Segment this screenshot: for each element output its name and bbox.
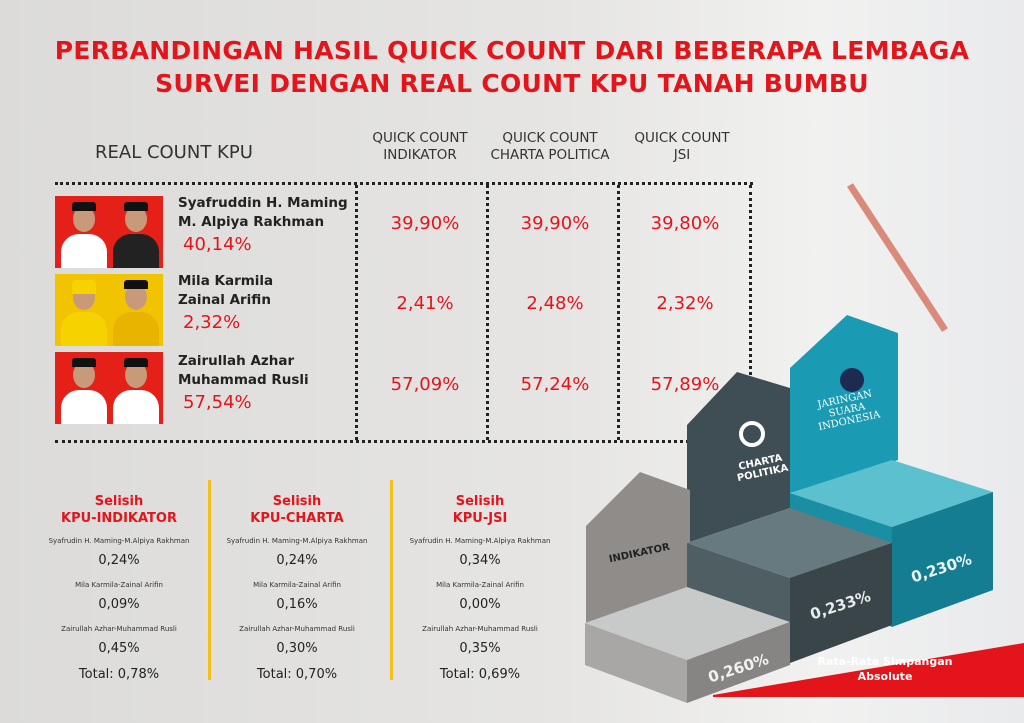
qc-value: 57,09%	[390, 374, 460, 395]
page-title: PERBANDINGAN HASIL QUICK COUNT DARI BEBE…	[54, 36, 970, 98]
header-jsi: QUICK COUNT JSI	[634, 130, 730, 163]
candidate-1: Syafruddin H. Maming M. Alpiya Rakhman 40,…	[178, 195, 348, 255]
ribbon-label: Rata-Rata Simpangan Absolute	[818, 655, 953, 683]
divider	[390, 480, 393, 680]
qc-value: 39,90%	[390, 213, 460, 234]
indikator-backplate	[586, 472, 690, 623]
candidate-3: Zairullah Azhar Muhammad Rusli 57,54%	[178, 353, 309, 413]
divider	[749, 185, 752, 430]
real-count-header: REAL COUNT KPU	[95, 142, 253, 163]
divider	[486, 185, 489, 440]
selisih-indikator: Selisih KPU-INDIKATOR Syafrudin H. Maming…	[48, 494, 190, 682]
background-pencil	[847, 183, 948, 332]
jsi-backplate	[790, 315, 898, 493]
qc-value: 39,80%	[650, 213, 720, 234]
candidate-photo-3	[55, 352, 163, 424]
divider	[55, 182, 753, 185]
candidate-2: Mila Karmila Zainal Arifin 2,32%	[178, 273, 274, 333]
header-charta: QUICK COUNT CHARTA POLITICA	[490, 130, 610, 163]
selisih-charta: Selisih KPU-CHARTA Syafrudin H. Maming-M.…	[226, 494, 368, 682]
selisih-jsi: Selisih KPU-JSI Syafrudin H. Maming-M.Alp…	[409, 494, 551, 682]
candidate-photo-1	[55, 196, 163, 268]
qc-value: 2,32%	[656, 293, 714, 314]
qc-value: 39,90%	[520, 213, 590, 234]
charta-backplate	[687, 372, 790, 543]
divider	[355, 185, 358, 440]
candidate-photo-2	[55, 274, 163, 346]
qc-value: 57,89%	[650, 374, 720, 395]
ribbon	[713, 643, 1024, 697]
divider	[55, 440, 695, 443]
jsi-logo-icon	[840, 368, 864, 392]
qc-value: 57,24%	[520, 374, 590, 395]
divider	[617, 185, 620, 440]
charta-logo-icon	[739, 421, 765, 447]
header-indikator: QUICK COUNT INDIKATOR	[372, 130, 468, 163]
divider	[208, 480, 211, 680]
qc-value: 2,41%	[396, 293, 454, 314]
qc-value: 2,48%	[526, 293, 584, 314]
